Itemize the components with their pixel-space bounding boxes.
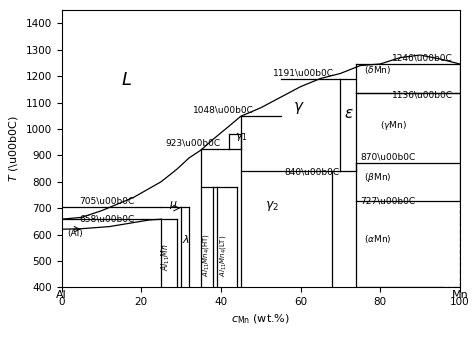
Text: $Al_{11}Mn$: $Al_{11}Mn$	[160, 244, 172, 271]
Text: 1246\u00b0C: 1246\u00b0C	[392, 53, 453, 62]
Text: ($\delta$Mn): ($\delta$Mn)	[364, 64, 392, 76]
Text: 1136\u00b0C: 1136\u00b0C	[392, 91, 453, 100]
Text: $\varepsilon$: $\varepsilon$	[344, 106, 354, 121]
Text: Mn: Mn	[451, 290, 468, 300]
Y-axis label: $T$ (\u00b0C): $T$ (\u00b0C)	[7, 115, 20, 182]
Text: 870\u00b0C: 870\u00b0C	[360, 153, 416, 162]
Text: $\mu$: $\mu$	[169, 199, 178, 211]
Text: $\gamma$: $\gamma$	[292, 100, 304, 116]
Text: ($\beta$Mn): ($\beta$Mn)	[364, 171, 392, 184]
Text: $\gamma_2$: $\gamma_2$	[264, 199, 279, 213]
Text: 1048\u00b0C: 1048\u00b0C	[193, 106, 254, 115]
Text: ($\gamma$Mn): ($\gamma$Mn)	[380, 119, 407, 131]
Text: 727\u00b0C: 727\u00b0C	[360, 196, 415, 206]
X-axis label: $c_{\mathrm{Mn}}$ (wt.%): $c_{\mathrm{Mn}}$ (wt.%)	[231, 313, 290, 326]
Text: 658\u00b0C: 658\u00b0C	[80, 214, 135, 223]
Text: $L$: $L$	[121, 71, 132, 89]
Text: 705\u00b0C: 705\u00b0C	[80, 196, 135, 206]
Text: Al: Al	[56, 290, 67, 300]
Text: $\lambda$: $\lambda$	[182, 233, 190, 245]
Text: 923\u00b0C: 923\u00b0C	[165, 139, 220, 148]
Text: 1191\u00b0C: 1191\u00b0C	[273, 68, 334, 77]
Text: $Al_{11}Mn_4$(LT): $Al_{11}Mn_4$(LT)	[218, 234, 228, 277]
Text: $\gamma_1$: $\gamma_1$	[235, 131, 247, 143]
Text: (Al): (Al)	[68, 230, 83, 239]
Text: ($\alpha$Mn): ($\alpha$Mn)	[364, 233, 392, 245]
Text: $Al_{11}Mn_4$(HT): $Al_{11}Mn_4$(HT)	[201, 233, 211, 277]
Text: 840\u00b0C: 840\u00b0C	[284, 167, 340, 176]
